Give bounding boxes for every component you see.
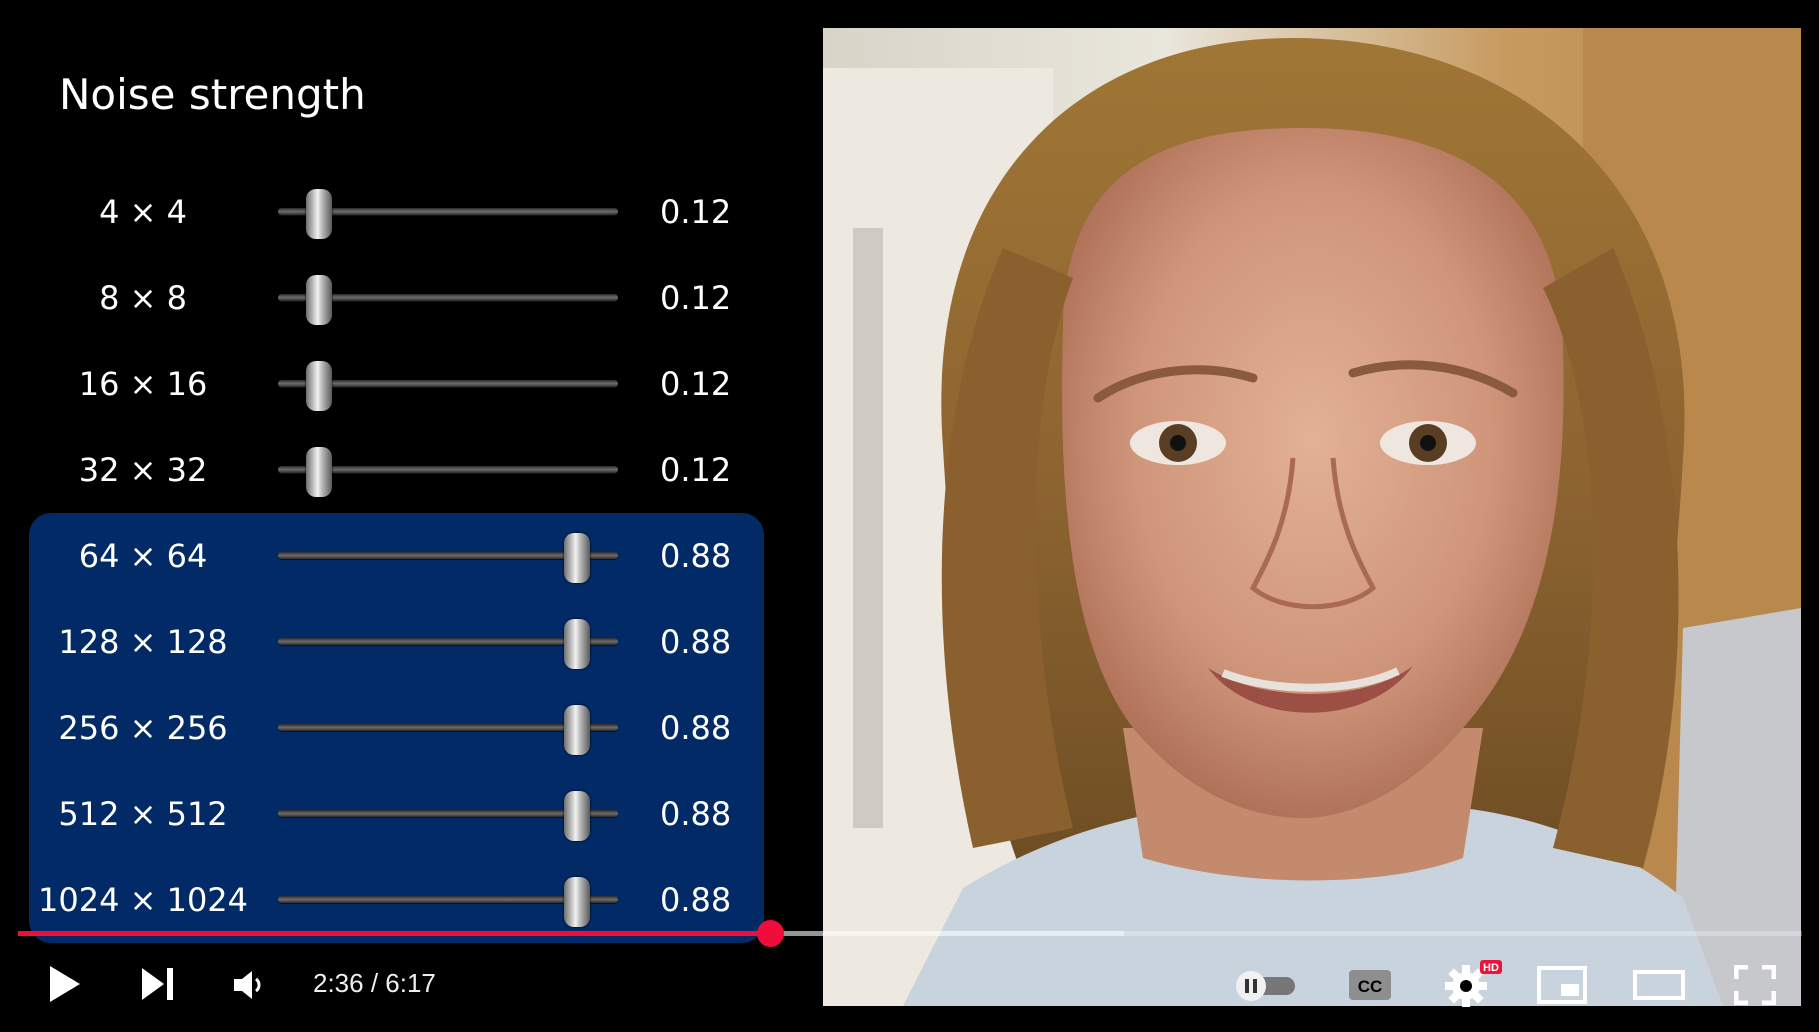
resolution-label: 512 × 512 bbox=[58, 795, 228, 833]
captions-button[interactable]: CC bbox=[1347, 968, 1393, 1006]
noise-slider-track[interactable] bbox=[278, 638, 618, 645]
theater-icon bbox=[1633, 970, 1685, 1000]
noise-slider-thumb[interactable] bbox=[564, 619, 591, 669]
captions-label: CC bbox=[1358, 977, 1383, 996]
resolution-label: 4 × 4 bbox=[99, 193, 187, 231]
noise-value: 0.12 bbox=[660, 451, 732, 489]
noise-slider-row: 1024 × 1024 0.88 bbox=[0, 869, 760, 929]
resolution-label: 16 × 16 bbox=[78, 365, 208, 403]
noise-slider-track[interactable] bbox=[278, 724, 618, 731]
time-display: 2:36 / 6:17 bbox=[313, 968, 436, 998]
fullscreen-button[interactable] bbox=[1733, 964, 1777, 1009]
next-button[interactable] bbox=[140, 966, 176, 1006]
noise-slider-row: 8 × 8 0.12 bbox=[0, 267, 760, 327]
noise-value: 0.88 bbox=[660, 709, 732, 747]
miniplayer-icon bbox=[1537, 966, 1587, 1004]
noise-slider-row: 256 × 256 0.88 bbox=[0, 697, 760, 757]
next-icon bbox=[142, 968, 173, 1000]
video-frame-face bbox=[823, 28, 1801, 1006]
captions-icon: CC bbox=[1349, 970, 1391, 1000]
hd-badge: HD bbox=[1483, 962, 1499, 974]
noise-slider-track[interactable] bbox=[278, 208, 618, 215]
noise-slider-thumb[interactable] bbox=[564, 533, 591, 583]
noise-value: 0.12 bbox=[660, 279, 732, 317]
noise-slider-track[interactable] bbox=[278, 294, 618, 301]
volume-button[interactable] bbox=[232, 969, 266, 1005]
noise-value: 0.88 bbox=[660, 537, 732, 575]
resolution-label: 256 × 256 bbox=[58, 709, 228, 747]
noise-slider-thumb[interactable] bbox=[564, 705, 591, 755]
noise-slider-thumb[interactable] bbox=[305, 275, 332, 325]
resolution-label: 64 × 64 bbox=[78, 537, 208, 575]
noise-slider-thumb[interactable] bbox=[305, 361, 332, 411]
autoplay-toggle[interactable] bbox=[1233, 968, 1299, 1006]
play-button[interactable] bbox=[48, 964, 82, 1008]
volume-icon bbox=[234, 971, 261, 999]
noise-slider-thumb[interactable] bbox=[305, 189, 332, 239]
noise-slider-row: 128 × 128 0.88 bbox=[0, 611, 760, 671]
noise-value: 0.88 bbox=[660, 881, 732, 919]
progress-bar-track[interactable] bbox=[18, 931, 1802, 936]
noise-slider-row: 16 × 16 0.12 bbox=[0, 353, 760, 413]
settings-button[interactable]: HD bbox=[1444, 958, 1504, 1012]
noise-slider-row: 32 × 32 0.12 bbox=[0, 439, 760, 499]
resolution-label: 128 × 128 bbox=[58, 623, 228, 661]
resolution-label: 32 × 32 bbox=[78, 451, 208, 489]
noise-slider-thumb[interactable] bbox=[305, 447, 332, 497]
progress-bar-played bbox=[18, 931, 771, 936]
noise-slider-thumb[interactable] bbox=[564, 877, 591, 927]
noise-slider-track[interactable] bbox=[278, 896, 618, 903]
resolution-label: 1024 × 1024 bbox=[37, 881, 249, 919]
noise-slider-track[interactable] bbox=[278, 552, 618, 559]
noise-slider-track[interactable] bbox=[278, 380, 618, 387]
noise-value: 0.88 bbox=[660, 795, 732, 833]
panel-title: Noise strength bbox=[59, 70, 366, 119]
noise-value: 0.12 bbox=[660, 193, 732, 231]
noise-slider-thumb[interactable] bbox=[564, 791, 591, 841]
noise-slider-row: 4 × 4 0.12 bbox=[0, 181, 760, 241]
noise-slider-track[interactable] bbox=[278, 466, 618, 473]
play-icon bbox=[50, 966, 80, 1002]
face-illustration bbox=[823, 28, 1801, 1006]
noise-slider-row: 64 × 64 0.88 bbox=[0, 525, 760, 585]
miniplayer-button[interactable] bbox=[1537, 966, 1587, 1008]
settings-icon: HD bbox=[1445, 960, 1502, 1007]
progress-scrubber-handle[interactable] bbox=[757, 920, 785, 947]
noise-slider-row: 512 × 512 0.88 bbox=[0, 783, 760, 843]
resolution-label: 8 × 8 bbox=[99, 279, 187, 317]
noise-slider-track[interactable] bbox=[278, 810, 618, 817]
autoplay-toggle-icon bbox=[1236, 971, 1295, 1001]
fullscreen-icon bbox=[1733, 964, 1777, 1006]
theater-mode-button[interactable] bbox=[1633, 970, 1685, 1004]
noise-value: 0.12 bbox=[660, 365, 732, 403]
noise-value: 0.88 bbox=[660, 623, 732, 661]
